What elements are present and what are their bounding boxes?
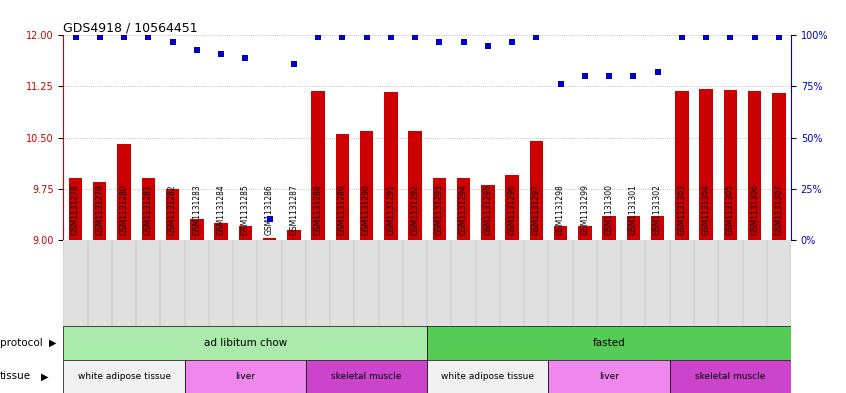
Bar	[239, 226, 252, 240]
Bar	[166, 189, 179, 240]
Point	[239, 55, 252, 61]
Bar	[457, 178, 470, 240]
Point	[287, 61, 300, 67]
Point	[409, 34, 422, 40]
Point	[602, 73, 616, 79]
Bar	[409, 131, 422, 240]
Bar	[772, 93, 786, 240]
Bar	[63, 240, 791, 326]
Point	[93, 34, 107, 40]
Text: fasted: fasted	[593, 338, 625, 348]
Point	[723, 34, 737, 40]
Bar	[141, 178, 155, 240]
Point	[432, 39, 446, 45]
Bar	[360, 131, 373, 240]
Bar	[505, 175, 519, 240]
Bar	[554, 226, 568, 240]
Bar	[69, 178, 82, 240]
Text: GDS4918 / 10564451: GDS4918 / 10564451	[63, 21, 198, 34]
Bar	[670, 360, 791, 393]
Text: liver: liver	[235, 372, 255, 381]
Point	[336, 34, 349, 40]
Bar	[432, 178, 446, 240]
Bar	[427, 326, 791, 360]
Point	[360, 34, 373, 40]
Point	[118, 34, 131, 40]
Point	[214, 51, 228, 57]
Bar	[306, 360, 427, 393]
Text: white adipose tissue: white adipose tissue	[442, 372, 535, 381]
Bar	[481, 185, 495, 240]
Bar	[263, 239, 277, 240]
Text: white adipose tissue: white adipose tissue	[78, 372, 171, 381]
Bar	[287, 230, 300, 240]
Point	[166, 39, 179, 45]
Bar	[184, 360, 306, 393]
Point	[505, 39, 519, 45]
Bar	[214, 223, 228, 240]
Bar	[675, 91, 689, 240]
Text: protocol: protocol	[0, 338, 43, 348]
Point	[384, 34, 398, 40]
Point	[69, 34, 82, 40]
Point	[578, 73, 591, 79]
Point	[190, 46, 204, 53]
Bar	[93, 182, 107, 240]
Bar	[723, 90, 737, 240]
Bar	[311, 91, 325, 240]
Point	[457, 39, 470, 45]
Point	[530, 34, 543, 40]
Bar	[548, 360, 670, 393]
Point	[554, 81, 568, 88]
Point	[263, 216, 277, 222]
Bar	[190, 219, 204, 240]
Bar	[63, 360, 184, 393]
Text: tissue: tissue	[0, 371, 31, 381]
Point	[141, 34, 155, 40]
Bar	[700, 88, 713, 240]
Bar	[118, 144, 131, 240]
Text: ad libitum chow: ad libitum chow	[204, 338, 287, 348]
Text: skeletal muscle: skeletal muscle	[332, 372, 402, 381]
Bar	[427, 360, 548, 393]
Bar	[578, 226, 591, 240]
Point	[700, 34, 713, 40]
Text: skeletal muscle: skeletal muscle	[695, 372, 766, 381]
Bar	[530, 141, 543, 240]
Bar	[336, 134, 349, 240]
Point	[651, 69, 664, 75]
Text: liver: liver	[599, 372, 619, 381]
Point	[481, 42, 495, 49]
Bar	[384, 92, 398, 240]
Bar	[748, 91, 761, 240]
Point	[772, 34, 786, 40]
Point	[627, 73, 640, 79]
Text: ▶: ▶	[49, 338, 57, 348]
Bar	[627, 216, 640, 240]
Point	[311, 34, 325, 40]
Bar	[651, 216, 664, 240]
Bar	[602, 216, 616, 240]
Text: ▶: ▶	[41, 371, 49, 381]
Bar	[63, 326, 427, 360]
Point	[748, 34, 761, 40]
Point	[675, 34, 689, 40]
